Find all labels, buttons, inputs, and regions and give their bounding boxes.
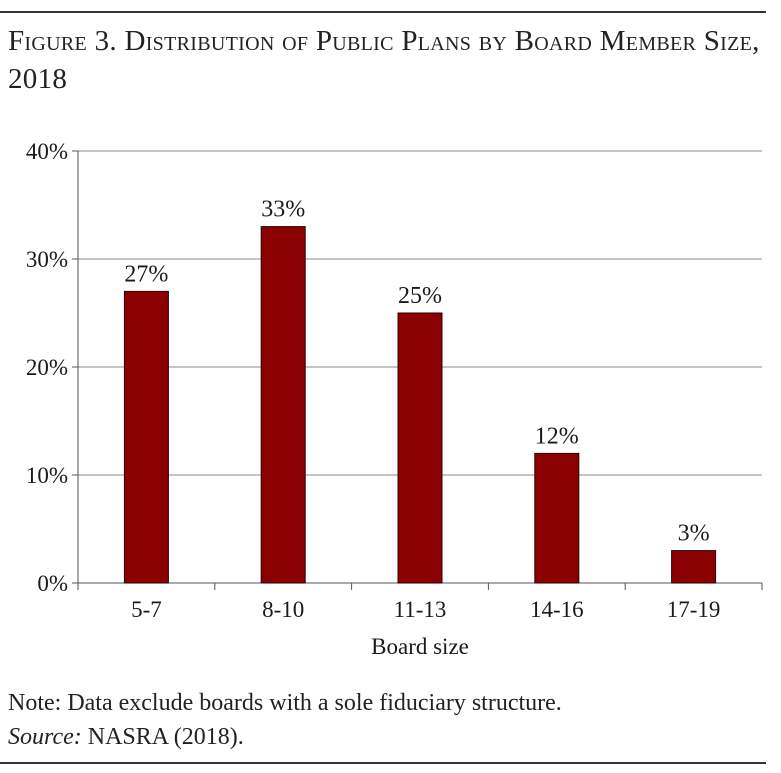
y-tick-label: 30% bbox=[26, 247, 68, 272]
figure-title: Figure 3. Distribution of Public Plans b… bbox=[8, 25, 760, 95]
x-tick-label: 8-10 bbox=[262, 597, 304, 622]
bar bbox=[397, 312, 443, 584]
y-tick-label: 20% bbox=[26, 355, 68, 380]
y-tick-label: 40% bbox=[26, 139, 68, 164]
bar bbox=[534, 452, 580, 584]
bar bbox=[123, 290, 169, 584]
figure-note: Note: Data exclude boards with a sole fi… bbox=[8, 690, 562, 716]
x-tick-label: 11-13 bbox=[394, 597, 447, 622]
source-text: NASRA (2018). bbox=[81, 724, 244, 750]
bar-value-label: 25% bbox=[398, 283, 442, 309]
bar-value-label: 12% bbox=[535, 423, 579, 449]
bar-value-label: 3% bbox=[678, 521, 710, 547]
top-rule bbox=[0, 11, 766, 13]
y-tick-label: 10% bbox=[26, 463, 68, 488]
x-tick-label: 17-19 bbox=[667, 597, 721, 622]
x-axis-title: Board size bbox=[371, 634, 469, 659]
bar-value-label: 33% bbox=[261, 197, 305, 223]
bar-value-label: 27% bbox=[124, 261, 168, 287]
bar bbox=[260, 226, 306, 584]
bottom-rule bbox=[0, 762, 766, 764]
x-tick-label: 14-16 bbox=[530, 597, 584, 622]
bar bbox=[671, 550, 717, 584]
figure-source: Source: NASRA (2018). bbox=[8, 720, 244, 754]
x-tick-label: 5-7 bbox=[131, 597, 162, 622]
y-tick-label: 0% bbox=[37, 571, 68, 596]
source-label: Source: bbox=[8, 724, 82, 750]
bar-chart: 0% 10% 20% 30% 40% 27% 5-7 33% 8-10 25% 11-13 12% 14… bbox=[26, 139, 763, 659]
